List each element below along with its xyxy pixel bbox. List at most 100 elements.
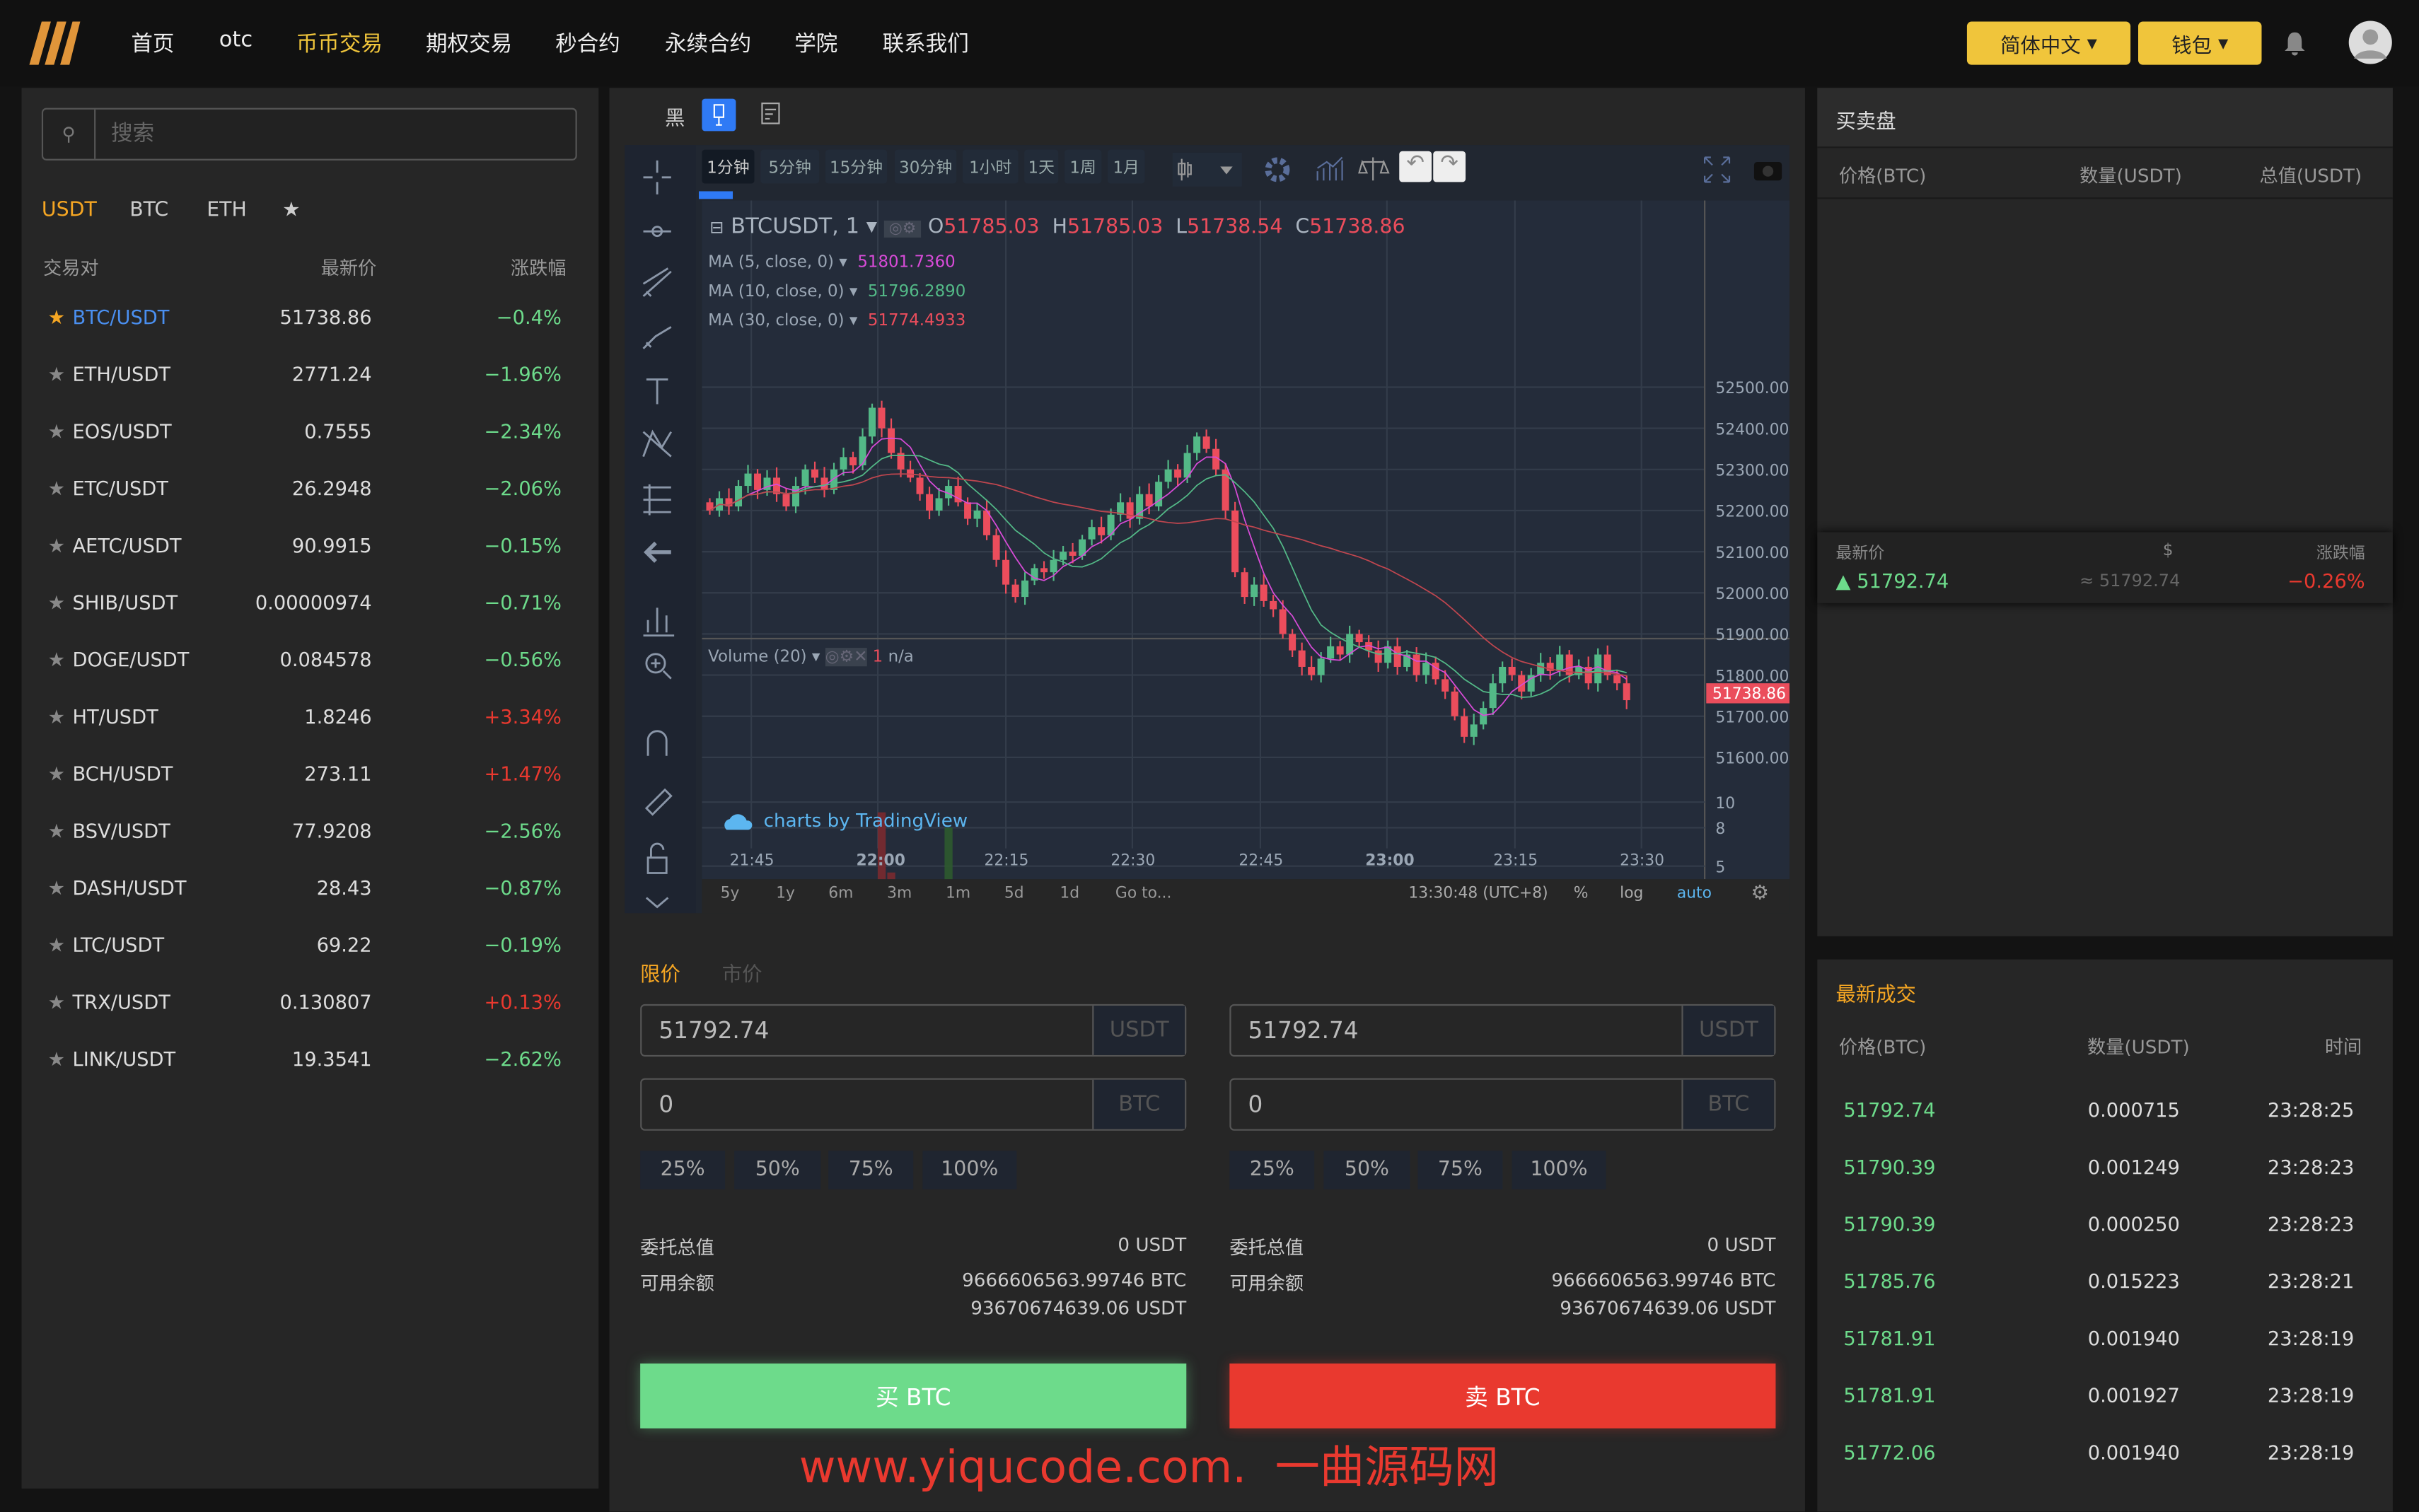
star-icon[interactable]: ★ [47,533,66,557]
redo-button[interactable]: ↷ [1433,151,1466,182]
nav-item[interactable]: 币币交易 [296,32,383,57]
market-row[interactable]: ★ DASH/USDT 28.43 −0.87% [47,876,562,900]
collapse-legend-icon[interactable]: ⊟ [709,217,724,238]
star-icon[interactable]: ★ [47,591,66,615]
buy-submit-button[interactable]: 买 BTC [640,1363,1187,1429]
range-button[interactable]: 1m [946,885,971,902]
settings-icon[interactable]: ⚙ [1751,882,1769,906]
compare-icon[interactable] [1356,153,1390,187]
nav-item[interactable]: 期权交易 [425,32,513,57]
scale-option[interactable]: auto [1676,885,1712,902]
buy-pct-button[interactable]: 100% [922,1151,1017,1190]
range-button[interactable]: 5d [1004,885,1024,902]
nav-item[interactable]: 秒合约 [555,32,620,57]
market-row[interactable]: ★ BSV/USDT 77.9208 −2.56% [47,819,562,842]
bell-icon[interactable] [2283,31,2307,56]
tab-limit[interactable]: 限价 [640,964,680,987]
market-row[interactable]: ★ EOS/USDT 0.7555 −2.34% [47,419,562,443]
star-icon[interactable]: ★ [47,990,66,1013]
range-button[interactable]: 3m [887,885,912,902]
market-tab[interactable]: BTC [129,199,169,223]
nav-item[interactable]: otc [219,28,253,53]
star-icon[interactable]: ★ [47,704,66,728]
sell-pct-button[interactable]: 50% [1323,1151,1410,1190]
language-button[interactable]: 简体中文 ▾ [1966,21,2131,65]
timeframe-button[interactable]: 5分钟 [760,149,820,184]
timeframe-button[interactable]: 15分钟 [825,149,888,184]
market-row[interactable]: ★ SHIB/USDT 0.00000974 −0.71% [47,591,562,615]
sell-price-input[interactable] [1231,1006,1682,1055]
timeframe-button[interactable]: 1小时 [963,149,1019,184]
buy-price-input[interactable] [642,1006,1093,1055]
market-tab[interactable]: USDT [41,199,97,223]
star-icon[interactable]: ★ [47,933,66,957]
star-icon[interactable]: ★ [47,819,66,842]
camera-icon[interactable] [1751,153,1785,187]
tradingview-chart[interactable]: 1分钟 5分钟 15分钟 30分钟 1小时 1天 1周 1月 ↶ ↷ 52500.00 5240… [625,145,1790,914]
nav-item[interactable]: 永续合约 [665,32,752,57]
star-icon[interactable]: ★ [47,1047,66,1071]
range-button[interactable]: 1y [776,885,795,902]
ma-legend[interactable]: MA (30, close, 0) ▾ 51774.4933 [708,311,966,330]
market-row[interactable]: ★ ETH/USDT 2771.24 −1.96% [47,362,562,386]
market-row[interactable]: ★ BCH/USDT 273.11 +1.47% [47,762,562,786]
avatar[interactable] [2348,20,2393,64]
timeframe-button[interactable]: 1周 [1064,149,1102,184]
market-row[interactable]: ★ AETC/USDT 90.9915 −0.15% [47,533,562,557]
market-row[interactable]: ★ BTC/USDT 51738.86 −0.4% [47,305,562,329]
logo-icon[interactable] [23,18,82,68]
fullscreen-icon[interactable] [1700,153,1734,187]
nav-item[interactable]: 首页 [131,32,175,57]
star-icon[interactable]: ★ [47,362,66,386]
wallet-button[interactable]: 钱包 ▾ [2138,21,2262,65]
market-row[interactable]: ★ HT/USDT 1.8246 +3.34% [47,704,562,728]
collapse-tab[interactable] [699,191,733,199]
sell-amount-input[interactable] [1231,1079,1682,1129]
market-row[interactable]: ★ LINK/USDT 19.3541 −2.62% [47,1047,562,1071]
indicators-icon[interactable] [1313,153,1347,187]
market-tab[interactable]: ETH [207,199,247,223]
market-tab[interactable]: ★ [282,199,301,223]
scale-option[interactable]: log [1620,885,1644,902]
star-icon[interactable]: ★ [47,876,66,900]
timeframe-button[interactable]: 1月 [1108,149,1145,184]
ma-legend[interactable]: MA (10, close, 0) ▾ 51796.2890 [708,282,966,301]
buy-pct-button[interactable]: 25% [640,1151,726,1190]
market-row[interactable]: ★ LTC/USDT 69.22 −0.19% [47,933,562,957]
drawing-tools-icons[interactable] [625,145,695,913]
symbol-label[interactable]: BTCUSDT, 1 [731,214,860,240]
ma-legend[interactable]: MA (5, close, 0) ▾ 51801.7360 [708,252,956,272]
candle-view-button[interactable] [702,98,736,132]
chart-type-button[interactable] [1172,152,1242,187]
market-row[interactable]: ★ TRX/USDT 0.130807 +0.13% [47,990,562,1013]
tradingview-attribution[interactable]: charts by TradingView [721,808,968,833]
document-icon[interactable] [760,102,782,127]
theme-dark-button[interactable]: 黑 [665,107,685,132]
timeframe-button[interactable]: 30分钟 [895,149,957,184]
market-row[interactable]: ★ DOGE/USDT 0.084578 −0.56% [47,648,562,671]
settings-gear-icon[interactable] [1260,153,1294,187]
undo-button[interactable]: ↶ [1399,151,1432,182]
buy-pct-button[interactable]: 75% [828,1151,914,1190]
range-button[interactable]: Go to... [1115,885,1172,902]
search-input[interactable] [95,109,576,159]
scale-option[interactable]: % [1573,885,1589,902]
volume-label[interactable]: Volume (20) [708,648,807,667]
price-chart[interactable]: 52500.00 52400.00 52300.00 52200.00 52100.00… [702,200,1790,880]
range-button[interactable]: 6m [828,885,854,902]
star-icon[interactable]: ★ [47,419,66,443]
star-icon[interactable]: ★ [47,305,66,329]
sell-pct-button[interactable]: 25% [1229,1151,1315,1190]
sell-submit-button[interactable]: 卖 BTC [1229,1363,1776,1429]
range-button[interactable]: 5y [720,885,740,902]
tab-market[interactable]: 市价 [721,964,762,987]
timeframe-button[interactable]: 1分钟 [702,149,755,184]
star-icon[interactable]: ★ [47,762,66,786]
range-button[interactable]: 1d [1060,885,1080,902]
star-icon[interactable]: ★ [47,648,66,671]
sell-pct-button[interactable]: 75% [1417,1151,1503,1190]
sell-pct-button[interactable]: 100% [1512,1151,1606,1190]
buy-amount-input[interactable] [642,1079,1093,1129]
timeframe-button[interactable]: 1天 [1024,149,1059,184]
nav-item[interactable]: 联系我们 [882,32,969,57]
